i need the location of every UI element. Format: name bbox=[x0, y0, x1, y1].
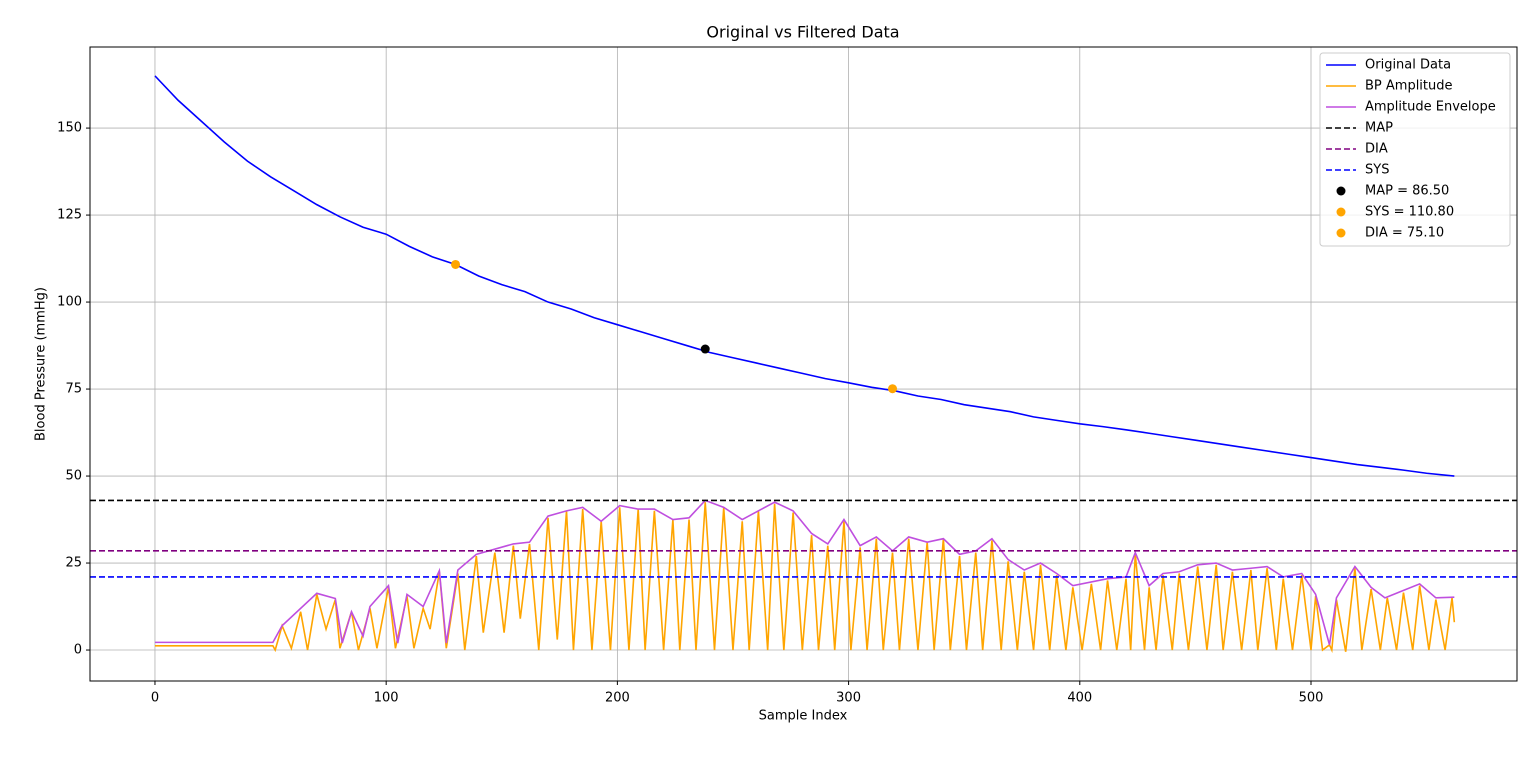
point bbox=[888, 384, 898, 394]
legend-marker bbox=[1336, 228, 1346, 238]
line-series bbox=[154, 502, 1456, 654]
y-tick-label: 25 bbox=[65, 556, 82, 571]
y-tick-label: 0 bbox=[74, 643, 82, 658]
legend-label: Amplitude Envelope bbox=[1365, 100, 1496, 115]
x-tick-label: 400 bbox=[1067, 691, 1092, 706]
chart-title: Original vs Filtered Data bbox=[706, 23, 899, 42]
plot-frame bbox=[89, 46, 1518, 682]
legend-label: SYS = 110.80 bbox=[1365, 205, 1454, 220]
legend-label: MAP bbox=[1365, 121, 1393, 136]
y-tick-label: 100 bbox=[57, 295, 82, 310]
legend-label: SYS bbox=[1365, 163, 1389, 178]
legend-box bbox=[1319, 52, 1511, 247]
line-series bbox=[154, 75, 1455, 477]
legend-marker bbox=[1336, 186, 1346, 196]
point bbox=[451, 259, 461, 269]
x-tick-label: 100 bbox=[374, 691, 399, 706]
legend-label: BP Amplitude bbox=[1365, 79, 1453, 94]
x-tick-label: 300 bbox=[836, 691, 861, 706]
y-tick-label: 125 bbox=[57, 208, 82, 223]
legend-label: MAP = 86.50 bbox=[1365, 184, 1449, 199]
y-tick-label: 150 bbox=[57, 121, 82, 136]
legend-marker bbox=[1336, 207, 1346, 217]
x-tick-label: 0 bbox=[151, 691, 159, 706]
point bbox=[700, 344, 710, 354]
x-tick-label: 500 bbox=[1299, 691, 1324, 706]
legend-label: DIA bbox=[1365, 142, 1388, 157]
y-axis-label: Blood Pressure (mmHg) bbox=[34, 287, 49, 441]
legend-label: DIA = 75.10 bbox=[1365, 226, 1444, 241]
y-tick-label: 50 bbox=[65, 469, 82, 484]
legend-label: Original Data bbox=[1365, 58, 1451, 73]
y-tick-label: 75 bbox=[65, 382, 82, 397]
x-tick-label: 200 bbox=[605, 691, 630, 706]
x-axis-label: Sample Index bbox=[759, 709, 848, 724]
line-series bbox=[154, 499, 1455, 646]
